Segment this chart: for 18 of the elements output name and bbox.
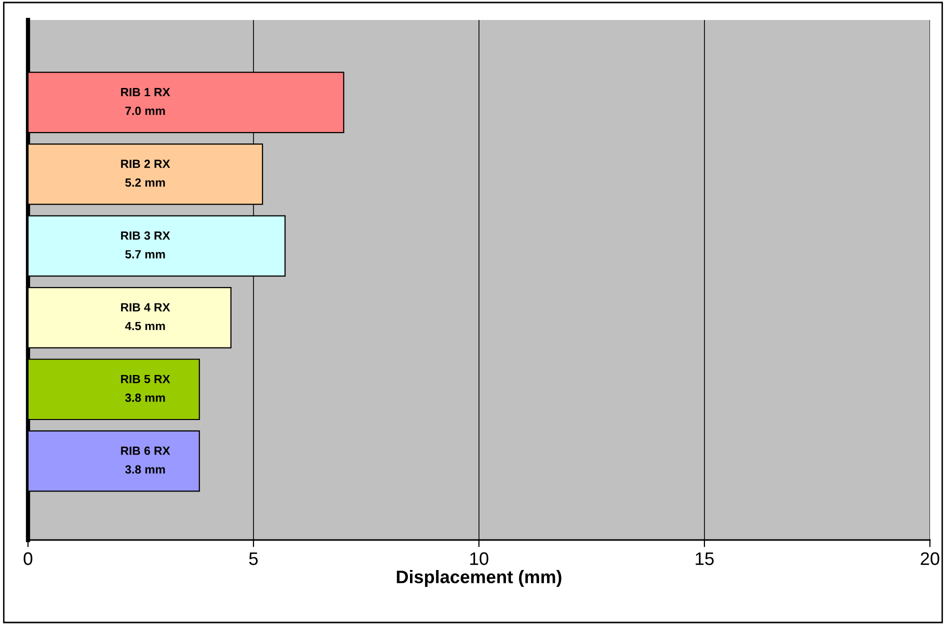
data-label: 5.7 mm [125, 250, 165, 258]
x-tick-label: 0 [24, 552, 32, 566]
data-label: 5.2 mm [125, 178, 165, 187]
data-label: 3.8 mm [125, 394, 165, 402]
x-tick-label: 15 [696, 552, 714, 566]
data-label: 3.8 mm [125, 465, 165, 474]
y-tick-label: RIB 2 RX [121, 160, 170, 168]
x-tick-label: 20 [920, 552, 940, 566]
y-tick-label: RIB 1 RX [121, 88, 170, 96]
x-axis-title: Displacement (mm) [396, 570, 562, 587]
y-tick-label: RIB 5 RX [121, 374, 170, 384]
x-tick-label: 5 [249, 552, 258, 566]
data-label: 7.0 mm [125, 106, 165, 116]
data-label: 4.5 mm [125, 322, 165, 330]
y-tick-label: RIB 3 RX [121, 231, 170, 240]
y-tick-label: RIB 6 RX [121, 446, 170, 455]
y-tick-label: RIB 4 RX [121, 303, 170, 312]
x-tick-label: 10 [470, 552, 488, 566]
